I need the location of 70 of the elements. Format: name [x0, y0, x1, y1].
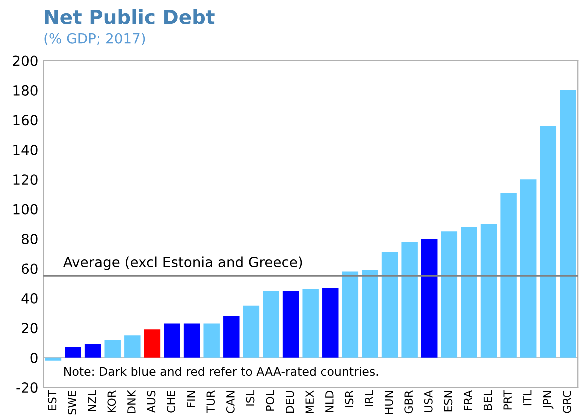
bar: [164, 324, 180, 358]
bar: [144, 330, 161, 358]
bar: [540, 126, 557, 358]
bar: [422, 239, 438, 358]
bar: [402, 242, 418, 358]
x-tick-label: AUS: [147, 390, 156, 414]
bar: [500, 192, 517, 358]
x-tick-label: KOR: [108, 390, 116, 412]
bar: [204, 324, 220, 358]
x-tick-label: JPN: [543, 391, 554, 410]
bar: [560, 90, 576, 358]
chart-title: Net Public Debt: [45, 9, 215, 24]
x-tick-label: GRC: [563, 390, 572, 414]
x-tick-label: CAN: [226, 391, 235, 414]
x-tick-label: MEX: [306, 390, 314, 414]
x-tick-label: ITL: [524, 390, 532, 406]
chart-subtitle: (% GDP; 2017): [44, 33, 146, 46]
x-tick-label: BEL: [484, 390, 492, 410]
y-tick-label: 180: [14, 85, 38, 96]
bar: [362, 270, 378, 358]
bar: [124, 336, 141, 358]
bar: [84, 344, 102, 358]
x-tick-label: PRT: [504, 390, 512, 410]
x-tick-label: ISR: [345, 390, 354, 408]
y-tick-label: 40: [22, 293, 38, 304]
bar: [282, 291, 300, 358]
x-tick-label: ISL: [246, 390, 255, 406]
bar: [461, 227, 478, 358]
bar: [382, 252, 398, 358]
bar: [184, 324, 200, 358]
bar: [104, 340, 121, 358]
annotation: Note: Dark blue and red refer to AAA-rated countries.: [64, 367, 378, 376]
y-tick-label: 160: [14, 115, 38, 126]
bar: [480, 224, 498, 358]
x-tick-label: EST: [48, 390, 57, 410]
ref-line-label: Average (excl Estonia and Greece): [63, 256, 302, 270]
y-tick-label: 80: [22, 234, 38, 244]
x-tick-label: POL: [266, 390, 274, 411]
x-tick-label: DNK: [128, 390, 136, 414]
x-tick-label: FIN: [187, 391, 196, 408]
bar: [302, 290, 319, 358]
x-tick-label: FRA: [464, 390, 472, 411]
y-tick-label: 100: [14, 204, 38, 215]
x-tick-label: NLD: [326, 391, 334, 412]
bar: [322, 288, 339, 358]
x-tick-label: USA: [424, 390, 433, 412]
x-tick-label: IRL: [365, 390, 374, 406]
x-tick-label: GBR: [404, 390, 414, 414]
bar: [65, 347, 82, 358]
x-tick-label: NZL: [88, 390, 96, 412]
x-tick-label: HUN: [384, 391, 394, 414]
x-tick-label: DEU: [286, 391, 294, 413]
x-tick-label: SWE: [68, 391, 76, 415]
x-tick-label: ESN: [444, 391, 453, 412]
y-tick-label: -20: [16, 382, 38, 394]
bar: [45, 358, 62, 361]
x-tick-label: TUR: [206, 390, 216, 414]
y-tick-label: 200: [13, 56, 38, 66]
y-tick-label: 0: [30, 352, 38, 364]
y-tick-label: 60: [22, 264, 38, 274]
y-tick-label: 20: [22, 323, 38, 334]
bar: [441, 232, 458, 358]
bar: [520, 180, 537, 358]
bar: [243, 306, 260, 358]
x-tick-label: CHE: [167, 391, 176, 413]
bar: [224, 316, 240, 358]
bar: [342, 272, 359, 358]
bar: [263, 291, 280, 358]
y-tick-label: 140: [14, 144, 38, 156]
y-tick-label: 120: [14, 174, 38, 186]
